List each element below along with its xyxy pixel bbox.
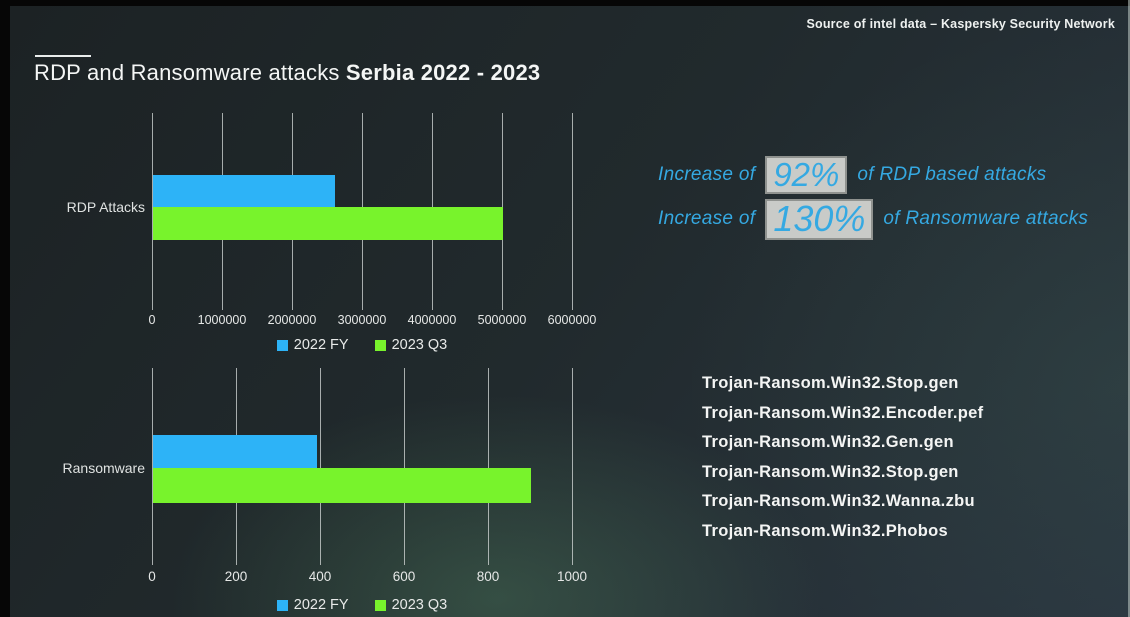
x-axis-tick (222, 303, 223, 310)
rdp-attacks-category-label: RDP Attacks (66, 199, 145, 215)
legend-label: 2022 FY (293, 597, 349, 613)
gridline (404, 368, 405, 558)
x-tick-label: 5000000 (477, 313, 527, 327)
legend-swatch-2022-fy (276, 339, 288, 351)
page-title-bold: Serbia 2022 - 2023 (345, 60, 541, 85)
x-axis-tick (362, 303, 363, 310)
trojan-list-item: Trojan-Ransom.Win32.Gen.gen (702, 433, 954, 451)
x-tick-label: 400 (308, 569, 332, 584)
x-axis-tick (572, 558, 573, 565)
legend-item: 2023 Q3 (374, 337, 448, 353)
bar-2022-fy (153, 435, 317, 468)
x-axis-tick (432, 303, 433, 310)
x-tick-label: 600 (392, 569, 416, 584)
x-axis-tick (320, 558, 321, 565)
x-axis-tick (292, 303, 293, 310)
legend-label: 2022 FY (293, 337, 349, 353)
x-axis-tick (488, 558, 489, 565)
trojan-list-item: Trojan-Ransom.Win32.Stop.gen (702, 462, 959, 481)
gridline (152, 368, 153, 558)
x-axis-tick (404, 558, 405, 565)
bar-2023-q3 (153, 468, 531, 503)
page-title: RDP and Ransomware attacks Serbia 2022 -… (34, 60, 540, 86)
bar-2023-q3 (153, 207, 503, 240)
legend-item: 2022 FY (276, 337, 349, 353)
x-tick-label: 0 (148, 313, 156, 327)
legend-label: 2023 Q3 (391, 597, 448, 613)
x-axis-tick (572, 303, 573, 310)
x-axis-tick (236, 558, 237, 565)
highlight-prefix: Increase of (658, 208, 756, 230)
ransomware-category-label: Ransomware (62, 460, 145, 476)
source-note: Source of intel data – Kaspersky Securit… (806, 17, 1115, 31)
trojan-list-item: Trojan-Ransom.Win32.Encoder.pef (702, 403, 984, 422)
legend-item: 2022 FY (276, 597, 349, 613)
ransomware-increase-highlight: Increase of 130% of Ransomware attacks (658, 199, 1088, 240)
legend-label: 2023 Q3 (391, 337, 448, 353)
x-tick-label: 1000 (556, 569, 588, 584)
gridline (320, 368, 321, 558)
x-tick-label: 1000000 (197, 313, 247, 327)
x-axis-tick (152, 558, 153, 565)
legend-swatch-2022-fy (276, 599, 288, 611)
legend: 2022 FY 2023 Q3 (152, 337, 572, 353)
x-tick-label: 800 (476, 569, 500, 584)
rdp-increase-highlight: Increase of 92% of RDP based attacks (658, 156, 1046, 194)
title-accent-line (35, 55, 91, 57)
frame-right-edge (1128, 0, 1130, 617)
x-tick-label: 6000000 (547, 313, 597, 327)
trojan-list-item: Trojan-Ransom.Win32.Wanna.zbu (702, 492, 975, 510)
bar-2022-fy (153, 175, 335, 207)
x-tick-label: 3000000 (337, 313, 387, 327)
trojan-list-item: Trojan-Ransom.Win32.Phobos (702, 521, 949, 540)
gridline (572, 113, 573, 303)
frame-top-edge (0, 0, 1130, 6)
legend: 2022 FY 2023 Q3 (152, 597, 572, 613)
page-title-regular: RDP and Ransomware attacks (34, 60, 346, 85)
x-axis-tick (152, 303, 153, 310)
legend-item: 2023 Q3 (374, 597, 448, 613)
highlight-value-box: 92% (765, 156, 848, 194)
highlight-prefix: Increase of (658, 163, 756, 185)
x-tick-label: 2000000 (267, 313, 317, 327)
highlight-suffix: of RDP based attacks (857, 163, 1047, 185)
x-tick-label: 200 (224, 569, 248, 584)
legend-swatch-2023-q3 (374, 599, 386, 611)
x-axis-tick (502, 303, 503, 310)
gridline (572, 368, 573, 558)
x-tick-label: 4000000 (407, 313, 457, 327)
highlight-value-box: 130% (765, 199, 874, 240)
gridline (488, 368, 489, 558)
trojan-list-item: Trojan-Ransom.Win32.Stop.gen (702, 374, 959, 392)
legend-swatch-2023-q3 (374, 339, 386, 351)
frame-left-edge (0, 0, 10, 617)
gridline (152, 113, 153, 303)
trojan-list: Trojan-Ransom.Win32.Stop.gen Trojan-Rans… (702, 369, 983, 546)
x-tick-label: 0 (148, 569, 156, 584)
highlight-suffix: of Ransomware attacks (883, 208, 1089, 230)
